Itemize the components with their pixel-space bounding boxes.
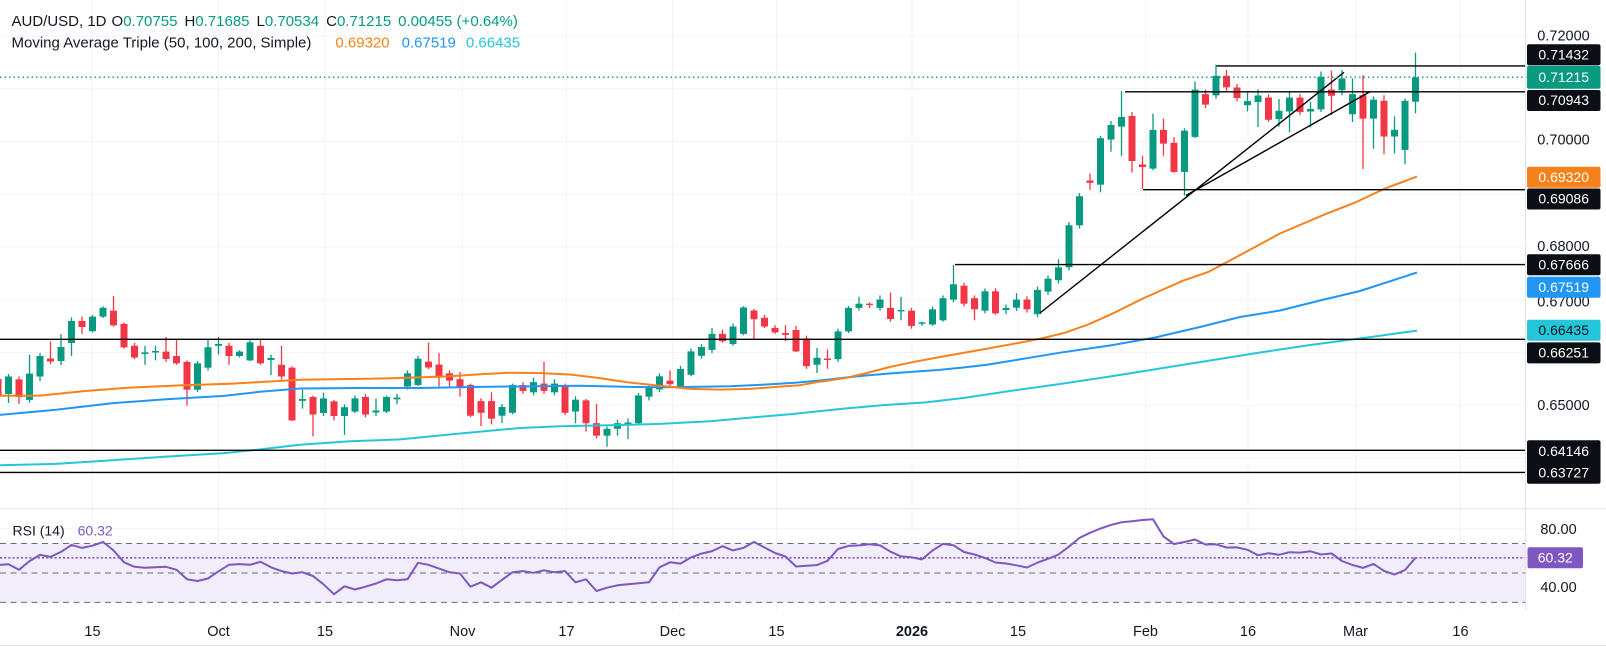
svg-text:0.67519: 0.67519 [1538, 279, 1589, 295]
svg-text:0.67000: 0.67000 [1537, 295, 1589, 311]
svg-text:16: 16 [1240, 624, 1256, 640]
svg-text:0.67666: 0.67666 [1538, 257, 1589, 273]
svg-text:0.70943: 0.70943 [1538, 92, 1589, 108]
svg-text:Nov: Nov [450, 624, 477, 640]
svg-text:0.66435: 0.66435 [1538, 322, 1589, 338]
svg-text:60.32: 60.32 [1538, 550, 1573, 566]
svg-text:Dec: Dec [660, 624, 686, 640]
svg-text:Oct: Oct [207, 624, 230, 640]
svg-text:Moving Average Triple (50, 100: Moving Average Triple (50, 100, 200, Sim… [12, 35, 521, 52]
svg-text:0.66251: 0.66251 [1538, 345, 1589, 361]
svg-text:40.00: 40.00 [1540, 580, 1576, 596]
svg-text:0.68000: 0.68000 [1537, 239, 1589, 255]
svg-text:0.71215: 0.71215 [1538, 69, 1589, 85]
svg-text:15: 15 [84, 624, 100, 640]
svg-text:15: 15 [768, 624, 784, 640]
svg-text:15: 15 [1010, 624, 1026, 640]
svg-text:0.69086: 0.69086 [1538, 191, 1589, 207]
svg-text:0.65000: 0.65000 [1537, 398, 1589, 414]
svg-text:Feb: Feb [1133, 624, 1158, 640]
svg-text:17: 17 [558, 624, 574, 640]
svg-text:0.70000: 0.70000 [1537, 133, 1589, 149]
svg-text:0.72000: 0.72000 [1537, 29, 1589, 45]
svg-text:16: 16 [1452, 624, 1468, 640]
svg-text:RSI (14)60.32: RSI (14) 60.32 [13, 523, 113, 539]
svg-text:2026: 2026 [896, 624, 928, 640]
svg-text:0.69320: 0.69320 [1538, 169, 1589, 185]
svg-text:80.00: 80.00 [1540, 522, 1576, 538]
svg-text:15: 15 [317, 624, 333, 640]
svg-text:0.71432: 0.71432 [1538, 46, 1589, 62]
svg-text:0.64146: 0.64146 [1538, 443, 1589, 459]
svg-text:Mar: Mar [1343, 624, 1368, 640]
svg-text:0.63727: 0.63727 [1538, 464, 1589, 480]
